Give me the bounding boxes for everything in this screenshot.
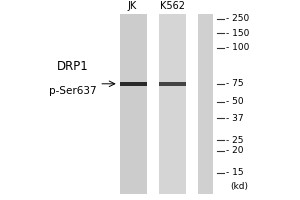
Text: - 20: - 20	[226, 146, 244, 155]
Text: (kd): (kd)	[231, 182, 249, 191]
Text: - 75: - 75	[226, 79, 244, 88]
Text: - 37: - 37	[226, 114, 244, 123]
Text: - 100: - 100	[226, 43, 250, 52]
Text: - 150: - 150	[226, 29, 250, 38]
Bar	[120, 14, 147, 194]
Text: - 25: - 25	[226, 136, 244, 145]
Text: - 250: - 250	[226, 14, 249, 23]
Bar	[159, 14, 186, 194]
Text: - 15: - 15	[226, 168, 244, 177]
Text: K562: K562	[160, 1, 185, 11]
Text: DRP1: DRP1	[56, 60, 88, 73]
Bar	[198, 14, 213, 194]
Bar	[159, 82, 186, 86]
Text: - 50: - 50	[226, 97, 244, 106]
Text: JK: JK	[128, 1, 137, 11]
Bar	[120, 82, 147, 86]
Text: p-Ser637: p-Ser637	[49, 86, 96, 96]
